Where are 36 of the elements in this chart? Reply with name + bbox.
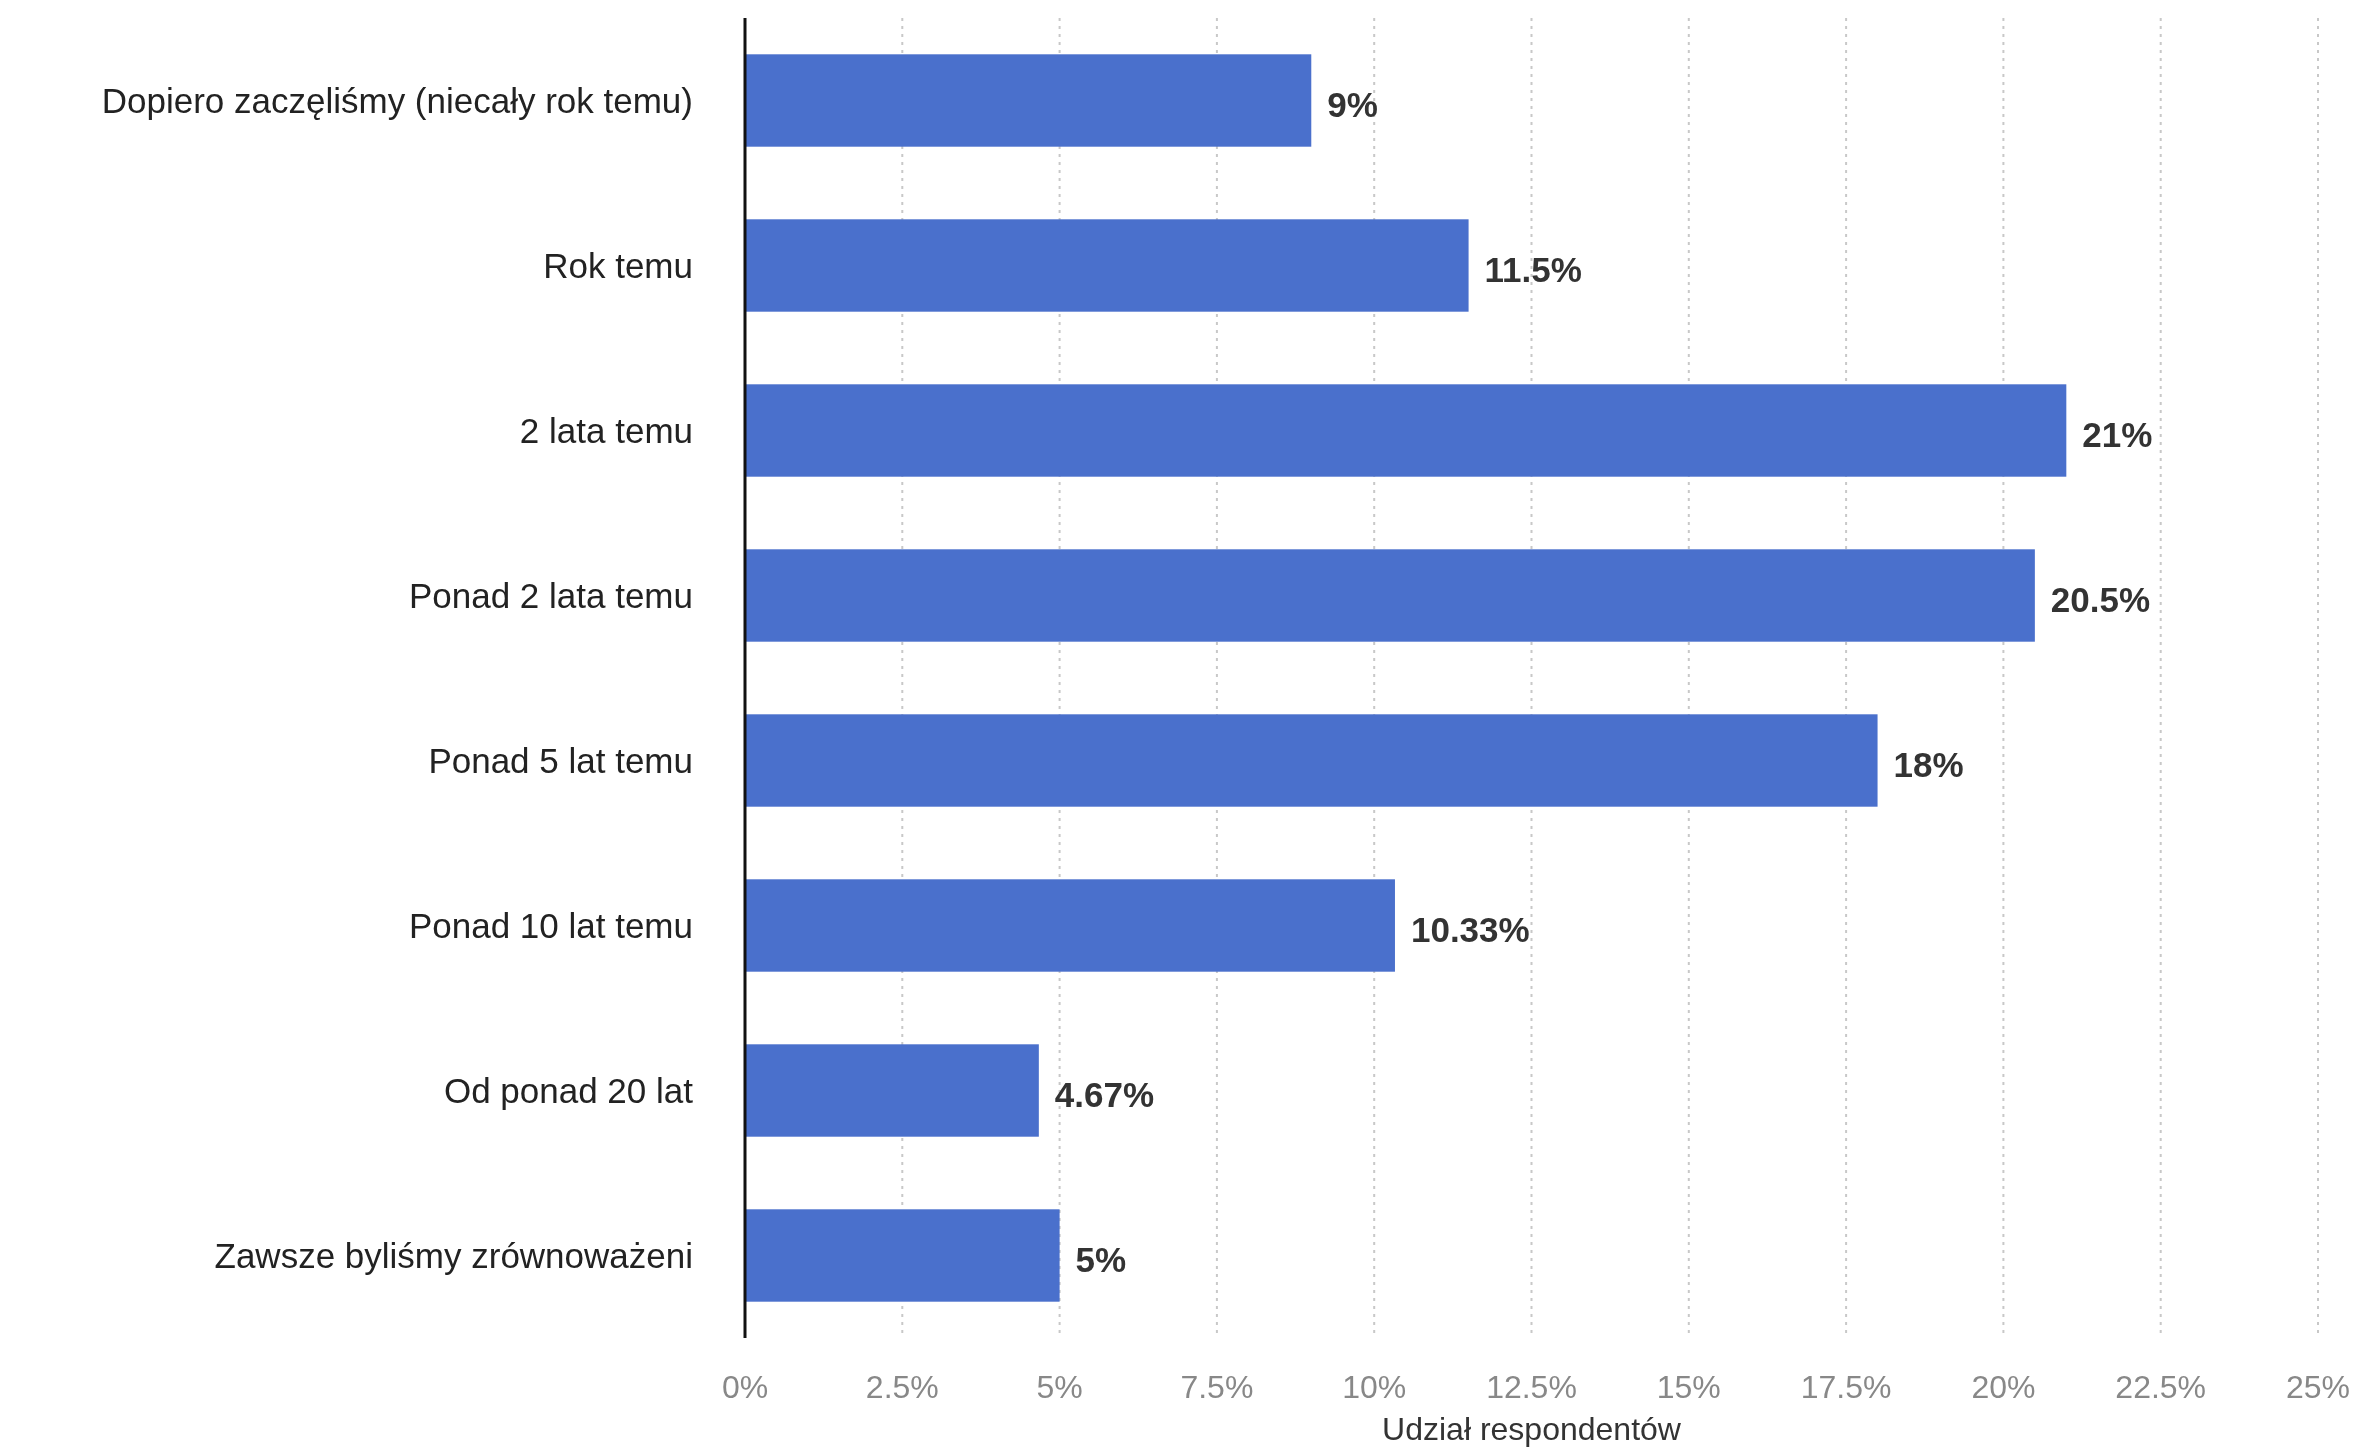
x-tick-label: 10%: [1342, 1369, 1407, 1405]
x-tick-label: 0%: [721, 1369, 769, 1405]
bar: [745, 1209, 1060, 1302]
data-label: 18%: [1893, 744, 1964, 784]
data-label: 11.5%: [1484, 249, 1582, 289]
y-tick-label: 2 lata temu: [519, 410, 693, 450]
bar: [745, 549, 2035, 642]
y-tick-label: Ponad 2 lata temu: [408, 575, 693, 615]
bar: [745, 879, 1395, 972]
data-label: 20.5%: [2050, 579, 2151, 619]
x-tick-label: 15%: [1656, 1369, 1721, 1405]
x-tick-label: 22.5%: [2115, 1369, 2207, 1405]
y-tick-label: Zawsze byliśmy zrównoważeni: [214, 1235, 693, 1275]
y-tick-label: Od ponad 20 lat: [443, 1070, 694, 1110]
x-tick-label: 20%: [1971, 1369, 2036, 1405]
bar: [745, 1044, 1039, 1137]
bar: [745, 54, 1312, 147]
x-tick-label: 25%: [2285, 1369, 2351, 1405]
data-label: 10.33%: [1410, 909, 1530, 949]
y-tick-label: Dopiero zaczęliśmy (niecały rok temu): [101, 80, 693, 120]
bar: [745, 219, 1469, 312]
data-label: 5%: [1075, 1239, 1127, 1279]
x-tick-label: 5%: [1036, 1369, 1083, 1405]
x-tick-label: 7.5%: [1180, 1369, 1254, 1405]
bar: [745, 714, 1878, 807]
x-tick-label: 2.5%: [865, 1369, 939, 1405]
x-tick-label: 12.5%: [1486, 1369, 1577, 1405]
data-label: 9%: [1327, 84, 1378, 124]
x-axis-title: Udział respondentów: [1382, 1411, 1682, 1447]
x-tick-label: 17.5%: [1800, 1369, 1892, 1405]
y-tick-label: Rok temu: [543, 245, 693, 285]
y-tick-label: Ponad 5 lat temu: [428, 740, 693, 780]
bar: [745, 384, 2067, 477]
data-label: 4.67%: [1054, 1074, 1155, 1114]
y-tick-label: Ponad 10 lat temu: [408, 905, 693, 945]
data-label: 21%: [2082, 414, 2153, 454]
